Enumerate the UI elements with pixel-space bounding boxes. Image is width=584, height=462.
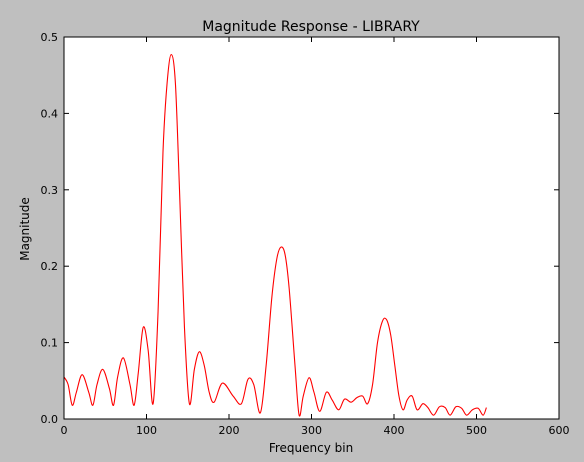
x-tick-label: 400 bbox=[384, 424, 405, 437]
series-line-0 bbox=[63, 54, 487, 417]
y-tick-label: 0.4 bbox=[41, 107, 59, 120]
chart-title: Magnitude Response - LIBRARY bbox=[202, 19, 420, 35]
y-tick-label: 0.3 bbox=[41, 184, 59, 197]
y-tick-label: 0.5 bbox=[41, 31, 59, 44]
x-tick-label: 300 bbox=[301, 424, 322, 437]
plot-area bbox=[64, 37, 559, 419]
x-tick-label: 500 bbox=[466, 424, 487, 437]
y-axis-label: Magnitude bbox=[18, 197, 32, 261]
y-tick-label: 0.0 bbox=[41, 413, 59, 426]
y-tick-label: 0.1 bbox=[41, 337, 59, 350]
plot-frame bbox=[63, 36, 560, 420]
x-tick-label: 100 bbox=[136, 424, 157, 437]
y-tick-label: 0.2 bbox=[41, 260, 59, 273]
series-layer bbox=[63, 54, 487, 417]
x-tick-label: 600 bbox=[549, 424, 570, 437]
x-tick-label: 0 bbox=[61, 424, 68, 437]
x-tick-label: 200 bbox=[219, 424, 240, 437]
tick-labels: 0 100 200 300 400 500 600 0.0 0.1 0.2 0.3 0.4 0.5 bbox=[41, 31, 570, 437]
x-axis-label: Frequency bin bbox=[269, 441, 353, 455]
